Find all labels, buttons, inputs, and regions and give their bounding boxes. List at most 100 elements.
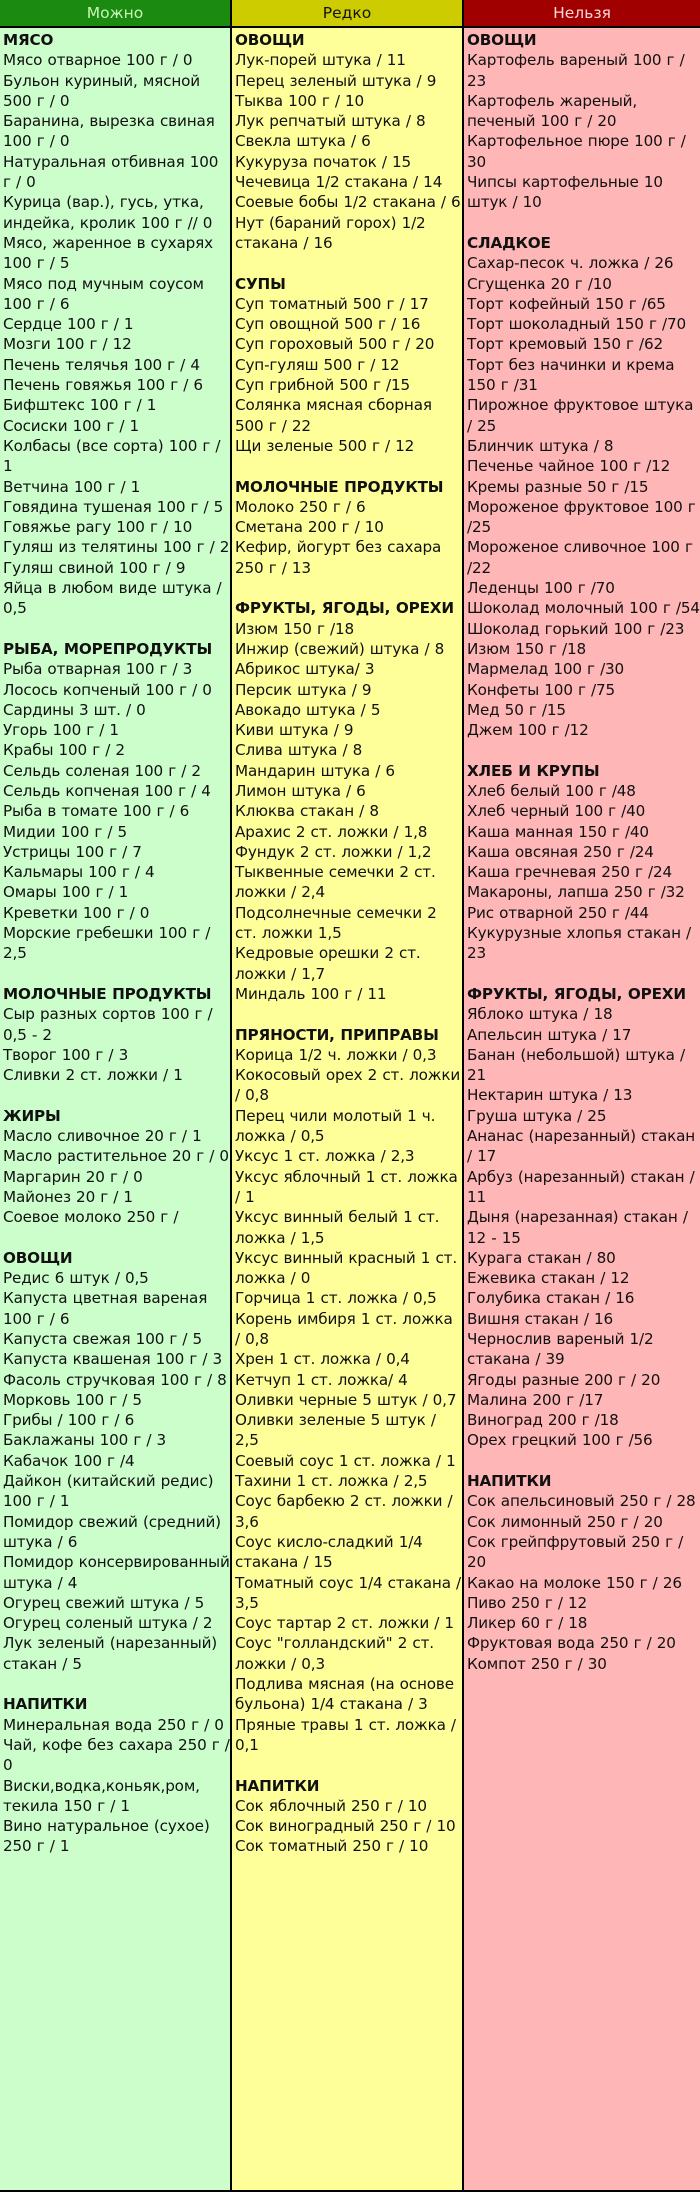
food-item: Огурец соленый штука / 2 — [3, 1614, 213, 1633]
food-item: Апельсин штука / 17 — [467, 1025, 632, 1044]
food-item: Миндаль 100 г / 11 — [235, 984, 387, 1003]
category-title: СЛАДКОЕ — [467, 233, 551, 252]
food-item: Минеральная вода 250 г / 0 — [3, 1715, 224, 1734]
food-item: Курага стакан / 80 — [467, 1248, 616, 1267]
food-item: Щи зеленые 500 г / 12 — [235, 436, 415, 455]
food-item: Сок яблочный 250 г / 10 — [235, 1796, 427, 1815]
category-title: ХЛЕБ И КРУПЫ — [467, 761, 600, 780]
food-category: ОВОЩИ Редис 6 штук / 0,5 Капуста цветная в… — [3, 1248, 230, 1674]
food-item: Солянка мясная сборная 500 г / 22 — [235, 396, 432, 435]
food-item: Морковь 100 г / 5 — [3, 1390, 142, 1409]
column-can: Можно МЯСО Мясо отварное 100 г / 0 Бульон к… — [0, 0, 230, 2190]
food-item: Уксус яблочный 1 ст. ложка / 1 — [235, 1167, 458, 1206]
food-item: Чечевица 1/2 стакана / 14 — [235, 173, 443, 192]
food-item: Оливки зеленые 5 штук / 2,5 — [235, 1411, 436, 1450]
food-item: Кетчуп 1 ст. ложка/ 4 — [235, 1370, 408, 1389]
category-title: ЖИРЫ — [3, 1106, 61, 1125]
food-item: Чернослив вареный 1/2 стакана / 39 — [467, 1330, 654, 1369]
food-item: Печень говяжья 100 г / 6 — [3, 376, 203, 395]
category-title: НАПИТКИ — [235, 1776, 320, 1795]
food-item: Угорь 100 г / 1 — [3, 721, 119, 740]
food-item: Подлива мясная (на основе бульона) 1/4 с… — [235, 1675, 454, 1714]
column-body-can: МЯСО Мясо отварное 100 г / 0 Бульон курины… — [0, 28, 230, 2190]
food-item: Лосось копченый 100 г / 0 — [3, 680, 212, 699]
food-item: Баранина, вырезка свиная 100 г / 0 — [3, 112, 215, 151]
food-item: Соус кисло-сладкий 1/4 стакана / 15 — [235, 1532, 423, 1572]
food-category: НАПИТКИ Минеральная вода 250 г / 0 Чай, ко… — [3, 1694, 230, 1856]
food-category: ФРУКТЫ, ЯГОДЫ, ОРЕХИ Яблоко штука / 18 Апе… — [467, 984, 700, 1451]
food-item: Арбуз (нарезанный) стакан / 11 — [467, 1167, 695, 1206]
food-item: Кокосовый орех 2 ст. ложки / 0,8 — [235, 1066, 461, 1105]
food-item: Сельдь копченая 100 г / 4 — [3, 781, 211, 800]
food-item: Морские гребешки 100 г / 2,5 — [3, 924, 211, 963]
food-item: Хрен 1 ст. ложка / 0,4 — [235, 1350, 410, 1369]
food-item: Слива штука / 8 — [235, 741, 363, 760]
food-item: Перец чили молотый 1 ч. ложка / 0,5 — [235, 1106, 436, 1146]
food-item: Кукуруза початок / 15 — [235, 152, 412, 171]
food-item: Пряные травы 1 ст. ложка / 0,1 — [235, 1715, 456, 1754]
food-item: Торт шоколадный 150 г /70 — [467, 315, 686, 334]
food-item: Суп грибной 500 г /15 — [235, 376, 411, 395]
food-item: Горчица 1 ст. ложка / 0,5 — [235, 1289, 437, 1308]
food-item: Мороженое сливочное 100 г /22 — [467, 538, 693, 577]
food-item: Сыр разных сортов 100 г / 0,5 - 2 — [3, 1005, 213, 1044]
food-item: Компот 250 г / 30 — [467, 1654, 607, 1673]
food-item: Гуляш из телятины 100 г / 2 — [3, 538, 230, 557]
category-title: ФРУКТЫ, ЯГОДЫ, ОРЕХИ — [467, 984, 686, 1003]
food-category: ФРУКТЫ, ЯГОДЫ, ОРЕХИ Изюм 150 г /18 Инжир … — [235, 598, 462, 1004]
food-item: Киви штука / 9 — [235, 721, 354, 740]
food-item: Изюм 150 г /18 — [235, 619, 354, 638]
food-item: Картофель вареный 100 г / 23 — [467, 51, 685, 90]
food-item: Сосиски 100 г / 1 — [3, 416, 140, 435]
food-item: Грибы / 100 г / 6 — [3, 1411, 135, 1430]
food-item: Помидор консервированный штука / 4 — [3, 1553, 230, 1592]
food-item: Ликер 60 г / 18 — [467, 1614, 588, 1633]
food-item: Хлеб белый 100 г /48 — [467, 781, 636, 800]
category-title: ФРУКТЫ, ЯГОДЫ, ОРЕХИ — [235, 599, 454, 618]
food-item: Груша штука / 25 — [467, 1106, 607, 1125]
food-item: Мясо отварное 100 г / 0 — [3, 51, 193, 70]
food-item: Суп-гуляш 500 г / 12 — [235, 355, 400, 374]
food-item: Сок лимонный 250 г / 20 — [467, 1512, 663, 1531]
food-item: Мясо, жаренное в сухарях 100 г / 5 — [3, 233, 213, 273]
food-item: Перец зеленый штука / 9 — [235, 71, 437, 90]
food-item: Сердце 100 г / 1 — [3, 315, 134, 334]
food-item: Натуральная отбивная 100 г / 0 — [3, 152, 219, 192]
food-item: Ананас (нарезанный) стакан / 17 — [467, 1127, 696, 1166]
food-item: Пиво 250 г / 12 — [467, 1593, 588, 1612]
food-item: Нут (бараний горох) 1/2 стакана / 16 — [235, 213, 426, 252]
food-item: Устрицы 100 г / 7 — [3, 842, 142, 861]
column-rare: Редко ОВОЩИ Лук-порей штука / 11 Перец зеле… — [232, 0, 462, 2190]
column-header-can: Можно — [0, 0, 230, 28]
food-item: Чипсы картофельные 10 штук / 10 — [467, 173, 663, 212]
food-item: Печенье чайное 100 г /12 — [467, 457, 671, 476]
food-category: СУПЫ Суп томатный 500 г / 17 Суп овощной 5… — [235, 274, 462, 457]
food-item: Каша гречневая 250 г /24 — [467, 863, 673, 882]
food-item: Пирожное фруктовое штука / 25 — [467, 396, 694, 435]
food-item: Соус барбекю 2 ст. ложки / 3,6 — [235, 1492, 453, 1531]
food-item: Суп овощной 500 г / 16 — [235, 315, 421, 334]
food-item: Томатный соус 1/4 стакана / 3,5 — [235, 1573, 461, 1612]
food-item: Лимон штука / 6 — [235, 781, 366, 800]
food-item: Инжир (свежий) штука / 8 — [235, 639, 445, 658]
food-item: Свекла штука / 6 — [235, 132, 371, 151]
food-item: Суп томатный 500 г / 17 — [235, 294, 429, 313]
food-item: Кабачок 100 г /4 — [3, 1451, 135, 1470]
food-item: Сок грейпфрутовый 250 г / 20 — [467, 1532, 684, 1572]
food-item: Помидор свежий (средний) штука / 6 — [3, 1512, 221, 1551]
food-item: Капуста свежая 100 г / 5 — [3, 1330, 203, 1348]
food-item: Чай, кофе без сахара 250 г / 0 — [3, 1735, 230, 1775]
food-item: Мандарин штука / 6 — [235, 761, 395, 780]
food-item: Абрикос штука/ 3 — [235, 660, 375, 679]
column-body-no: ОВОЩИ Картофель вареный 100 г / 23 Картофе… — [464, 28, 700, 2190]
food-item: Шоколад горький 100 г /23 — [467, 619, 685, 638]
food-item: Каша манная 150 г /40 — [467, 822, 649, 841]
food-item: Ежевика стакан / 12 — [467, 1269, 630, 1288]
food-item: Суп гороховый 500 г / 20 — [235, 335, 435, 354]
food-item: Блинчик штука / 8 — [467, 436, 614, 455]
food-item: Мармелад 100 г /30 — [467, 660, 625, 679]
food-item: Капуста цветная вареная 100 г / 6 — [3, 1289, 208, 1328]
food-item: Орех грецкий 100 г /56 — [467, 1431, 653, 1450]
food-item: Рыба в томате 100 г / 6 — [3, 802, 190, 821]
food-item: Авокадо штука / 5 — [235, 700, 381, 719]
